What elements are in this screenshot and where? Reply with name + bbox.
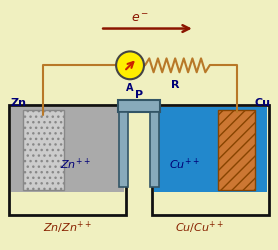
Bar	[150, 112, 159, 187]
FancyBboxPatch shape	[218, 110, 255, 190]
Text: R: R	[171, 80, 179, 90]
Bar	[118, 100, 160, 112]
Text: $Cu^{++}$: $Cu^{++}$	[169, 157, 200, 172]
Circle shape	[116, 52, 144, 79]
Text: $e^-$: $e^-$	[131, 12, 149, 25]
Text: Zn: Zn	[11, 98, 27, 108]
Text: $Cu/Cu^{++}$: $Cu/Cu^{++}$	[175, 219, 224, 236]
Text: $Zn/Zn^{++}$: $Zn/Zn^{++}$	[43, 219, 92, 236]
Text: $Zn^{++}$: $Zn^{++}$	[60, 157, 91, 172]
FancyBboxPatch shape	[23, 110, 64, 190]
Bar	[9, 105, 126, 214]
Bar	[119, 112, 128, 187]
Bar	[11, 107, 124, 192]
Text: Cu: Cu	[254, 98, 270, 108]
Text: A: A	[126, 83, 134, 93]
Bar	[152, 105, 269, 214]
Bar	[154, 107, 267, 192]
Text: P: P	[135, 90, 143, 100]
